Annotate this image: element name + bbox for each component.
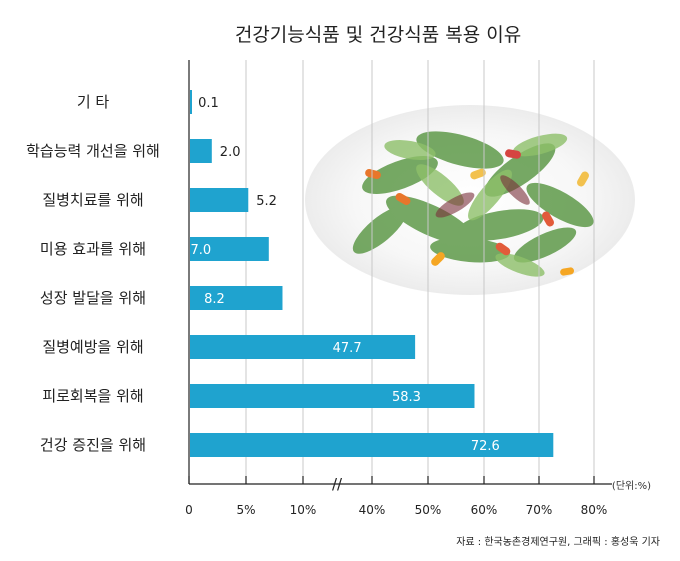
- x-tick-label: 0: [185, 503, 193, 517]
- value-label: 5.2: [256, 194, 277, 209]
- x-tick-label: 10%: [290, 503, 317, 517]
- bar: [190, 384, 475, 408]
- x-tick-labels: 0 5% 10% 40% 50% 60% 70% 80%: [185, 476, 607, 517]
- value-label: 0.1: [198, 96, 219, 111]
- chart-title: 건강기능식품 및 건강식품 복용 이유: [235, 24, 521, 46]
- bar: [190, 188, 249, 212]
- x-tick-label: 40%: [359, 503, 386, 517]
- category-label: 성장 발달을 위해: [40, 289, 146, 307]
- axis-break-mark: //: [332, 475, 343, 493]
- category-label: 피로회복을 위해: [42, 387, 143, 405]
- category-label: 기 타: [77, 93, 110, 111]
- bar: [190, 237, 269, 261]
- value-label: 8.2: [204, 292, 225, 307]
- value-label: 72.6: [471, 439, 500, 454]
- salad-plate-image: [305, 105, 635, 295]
- unit-label: (단위:%): [612, 479, 651, 492]
- x-tick-label: 60%: [471, 503, 498, 517]
- bar: [190, 286, 283, 310]
- grid-lines: [245, 60, 595, 484]
- category-label: 건강 증진을 위해: [40, 436, 146, 454]
- bar: [190, 90, 192, 114]
- x-tick-label: 5%: [236, 503, 255, 517]
- category-label: 학습능력 개선을 위해: [26, 142, 160, 160]
- value-label: 2.0: [220, 145, 241, 160]
- source-note: 자료 : 한국농촌경제연구원, 그래픽 : 홍성욱 기자: [456, 535, 660, 548]
- x-tick-label: 70%: [526, 503, 553, 517]
- x-tick-label: 80%: [581, 503, 608, 517]
- value-label: 58.3: [392, 390, 421, 405]
- category-label: 미용 효과를 위해: [40, 240, 146, 258]
- bar: [190, 433, 554, 457]
- bar: [190, 335, 416, 359]
- category-label: 질병치료를 위해: [42, 191, 143, 209]
- value-label: 7.0: [190, 243, 211, 258]
- bars: [190, 90, 554, 457]
- bar: [190, 139, 212, 163]
- value-label: 47.7: [333, 341, 362, 356]
- x-tick-label: 50%: [415, 503, 442, 517]
- value-labels: 0.1 2.0 5.2 7.0 8.2 47.7 58.3 72.6: [190, 96, 499, 454]
- category-label: 질병예방을 위해: [42, 338, 143, 356]
